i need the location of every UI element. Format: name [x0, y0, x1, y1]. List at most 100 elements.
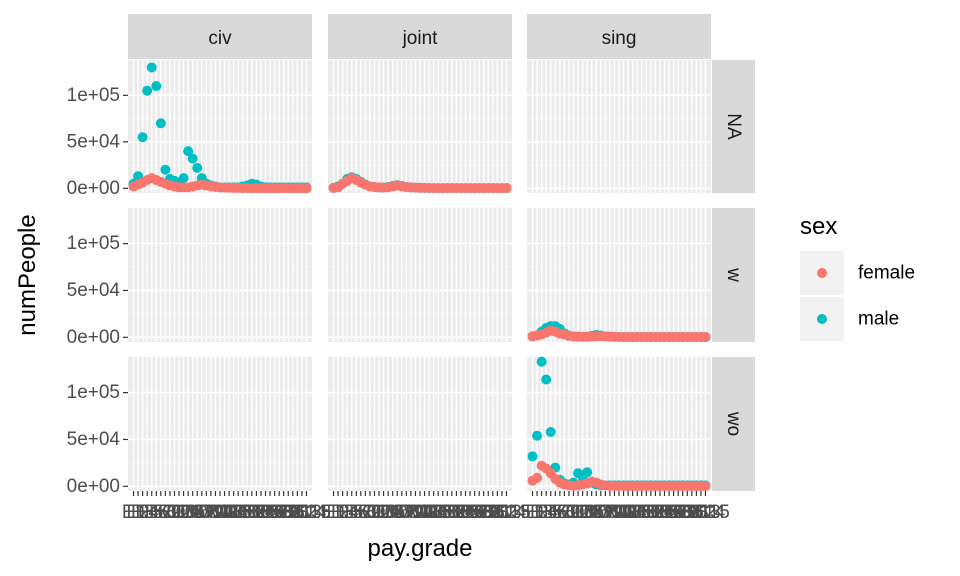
x-tick-label: GS5 — [442, 502, 480, 523]
x-tick-label: GS8 — [655, 502, 693, 523]
x-tick-label: O7 — [588, 502, 613, 523]
data-point-male — [178, 173, 189, 184]
x-tick-label: GS4 — [437, 502, 475, 523]
data-point-male — [137, 132, 148, 143]
x-tick-label: GS9 — [460, 502, 498, 523]
x-tick-label: W4 — [419, 502, 448, 523]
x-tick-label: O8 — [394, 502, 419, 523]
x-tick-label: E7 — [349, 502, 372, 523]
row-strip — [712, 60, 755, 193]
x-tick-label: GS11 — [465, 502, 512, 523]
x-tick-label: GS5 — [242, 502, 280, 523]
data-point-male — [142, 85, 153, 96]
x-tick-label: GS13 — [273, 502, 322, 523]
legend-title: sex — [800, 213, 837, 240]
x-tick-label: E2 — [126, 502, 149, 523]
x-tick-label: O3 — [171, 502, 196, 523]
x-tick-label: O6 — [185, 502, 210, 523]
row-strip-label: NA — [723, 113, 744, 140]
x-tick-label: O1 — [362, 502, 387, 523]
x-tick-label: GS8 — [456, 502, 494, 523]
x-tick-label: O5 — [180, 502, 205, 523]
facet-column-strips: civ joint sing — [128, 14, 711, 59]
y-tick-label: 0e+00 — [67, 476, 120, 497]
x-tick-label: W2 — [410, 502, 439, 523]
x-tick-label: GS6 — [247, 502, 285, 523]
x-tick-label: GS10 — [259, 502, 308, 523]
x-tick-label: GS12 — [668, 502, 717, 523]
x-tick-label: GS10 — [658, 502, 707, 523]
x-tick-label: GS14 — [677, 502, 726, 523]
x-tick-label: E7 — [149, 502, 172, 523]
x-tick-label: GS4 — [237, 502, 275, 523]
x-tick-label: O6 — [385, 502, 410, 523]
x-tick-label: W5 — [424, 502, 453, 523]
x-tick-label: O9 — [198, 502, 223, 523]
column-strip — [527, 14, 711, 59]
x-tick-label: GS13 — [473, 502, 522, 523]
x-tick-label: O4 — [574, 502, 600, 523]
x-tick-label: GS11 — [664, 502, 711, 523]
x-tick-label: E8 — [553, 502, 576, 523]
x-tick-label: GS13 — [672, 502, 721, 523]
x-tick-label: E1 — [122, 502, 145, 523]
x-tick-label: GS1 — [424, 502, 462, 523]
data-point-male — [541, 374, 552, 385]
column-strip — [328, 14, 512, 59]
x-tick-label: GS7 — [451, 502, 489, 523]
x-tick-label: O3 — [371, 502, 396, 523]
x-tick-label: GS15 — [482, 502, 531, 523]
x-tick-label: O8 — [593, 502, 618, 523]
x-tick-label: E7 — [548, 502, 571, 523]
x-tick-label: GS4 — [636, 502, 674, 523]
x-tick-label: GS14 — [478, 502, 527, 523]
x-tick-label: GS14 — [278, 502, 327, 523]
x-tick-label: GS3 — [233, 502, 271, 523]
x-tick-label: E4 — [336, 502, 360, 523]
x-tick-label: GS15 — [681, 502, 730, 523]
x-tick-label: GS10 — [459, 502, 508, 523]
y-tick-label: 1e+05 — [67, 382, 120, 403]
x-tick-label: GS12 — [269, 502, 318, 523]
data-point-female — [700, 481, 711, 492]
x-tick-label: E9 — [158, 502, 181, 523]
data-point-female — [301, 183, 312, 194]
x-tick-label: O10 — [596, 502, 632, 523]
x-tick-label: GS2 — [428, 502, 466, 523]
x-tick-label: W2 — [609, 502, 638, 523]
x-tick-label: E5 — [340, 502, 363, 523]
x-tick-label: E4 — [136, 502, 160, 523]
data-point-male — [536, 356, 547, 367]
x-tick-label: E5 — [539, 502, 562, 523]
data-point-male — [151, 81, 162, 92]
data-point-female — [532, 472, 543, 483]
x-tick-label: GS11 — [265, 502, 312, 523]
data-point-male — [183, 146, 194, 157]
x-tick-label: GS6 — [447, 502, 485, 523]
legend-entry-label: male — [858, 309, 899, 330]
x-tick-label: E4 — [535, 502, 559, 523]
x-tick-label: O5 — [380, 502, 405, 523]
data-point-male — [545, 426, 556, 437]
legend-key-point — [817, 268, 827, 278]
data-point-female — [501, 183, 512, 194]
facet-row-strips: NA w wo — [712, 60, 755, 491]
x-tick-label: O2 — [565, 502, 590, 523]
x-tick-label: O1 — [561, 502, 586, 523]
x-tick-label: GS8 — [256, 502, 294, 523]
row-strip — [712, 357, 755, 491]
x-tick-label: GS7 — [251, 502, 289, 523]
x-tick-label: O4 — [375, 502, 401, 523]
x-tick-label: E5 — [140, 502, 163, 523]
x-tick-label: O2 — [166, 502, 191, 523]
x-tick-label: GS15 — [282, 502, 331, 523]
x-tick-label: O4 — [175, 502, 201, 523]
x-tick-label: E8 — [154, 502, 177, 523]
x-tick-label: GS1 — [623, 502, 661, 523]
x-tick-label: W3 — [614, 502, 643, 523]
x-tick-label: E8 — [354, 502, 377, 523]
x-tick-label: E2 — [326, 502, 349, 523]
y-tick-label: 0e+00 — [67, 327, 120, 348]
x-tick-label: GS7 — [650, 502, 688, 523]
x-tick-label: O9 — [597, 502, 622, 523]
